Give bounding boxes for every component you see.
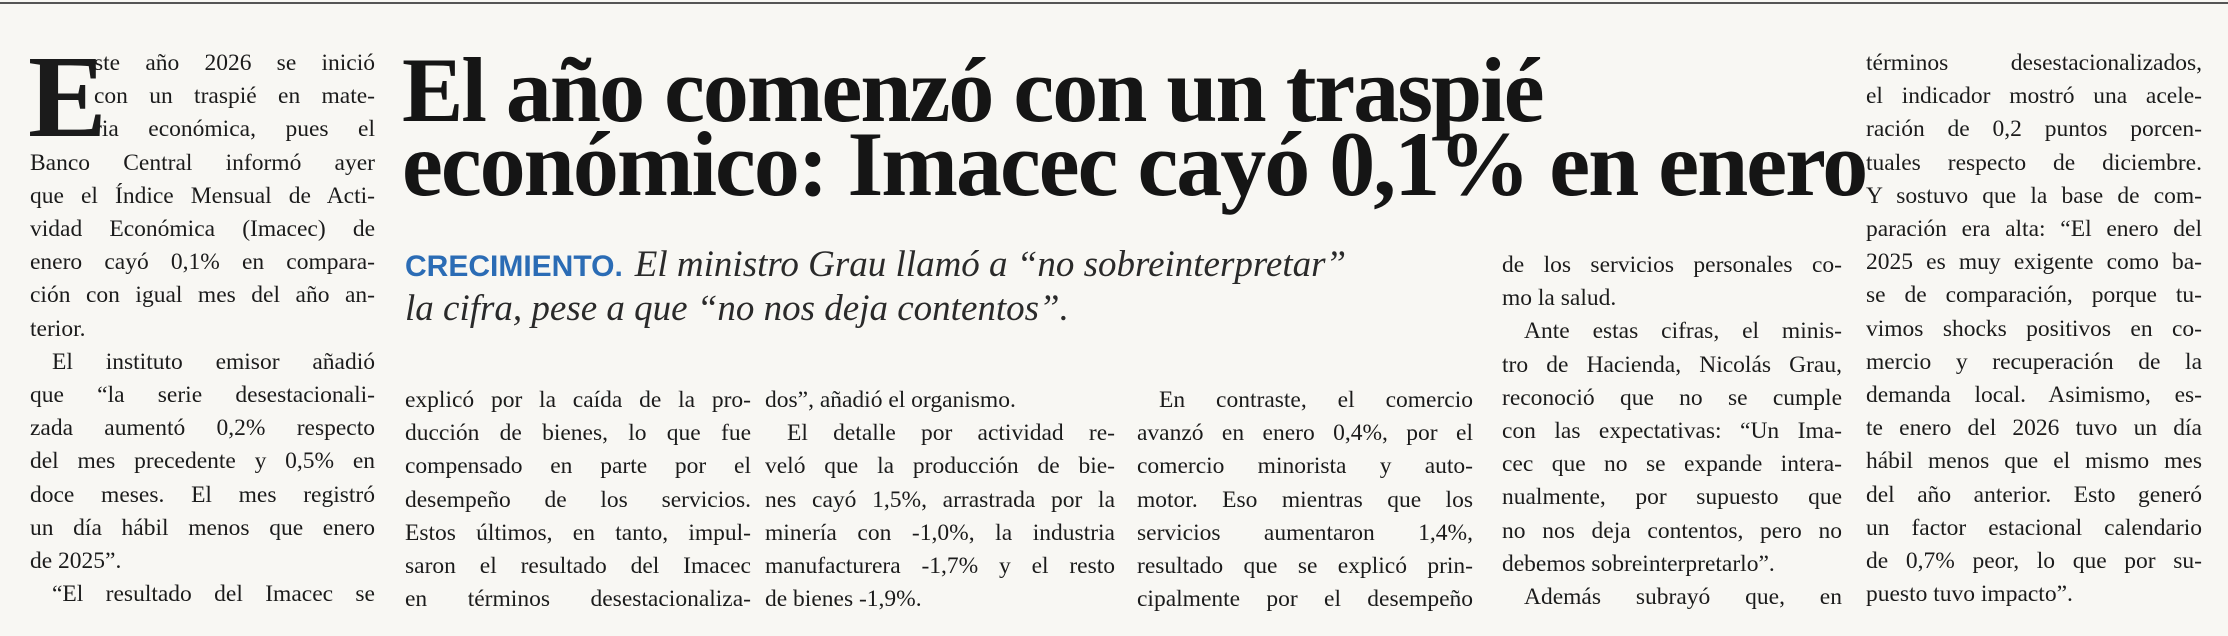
- body-text-line: ración de 0,2 puntos porcen-: [1866, 116, 2202, 143]
- body-text-line: compensado en parte por el: [405, 453, 751, 480]
- deck: la cifra, pese a que “no nos deja conten…: [405, 288, 1069, 329]
- body-text-line: explicó por la caída de la pro-: [405, 387, 751, 413]
- body-text-line: cec que no se expande intera-: [1502, 451, 1842, 478]
- body-text-line: debemos sobreinterpretarlo”.: [1502, 550, 1775, 577]
- body-text-line: avanzó en enero 0,4%, por el: [1137, 420, 1473, 447]
- headline: económico: Imacec cayó 0,1% en enero: [402, 113, 1868, 215]
- body-text-line: terior.: [30, 315, 86, 342]
- kicker: CRECIMIENTO.: [405, 250, 623, 283]
- body-text-line: vimos shocks positivos en co-: [1866, 315, 2202, 342]
- body-text-line: de 0,7% peor, lo que por su-: [1866, 548, 2202, 574]
- body-text-line: con un traspié en mate-: [94, 83, 375, 110]
- body-text-line: Ante estas cifras, el minis-: [1524, 318, 1842, 345]
- body-text-line: mo la salud.: [1502, 285, 1617, 312]
- body-text-line: nes cayó 1,5%, arrastrada por la: [765, 486, 1115, 513]
- drop-cap: E: [28, 31, 107, 162]
- body-text-line: se de comparación, porque tu-: [1866, 282, 2202, 309]
- body-text-line: un factor estacional calendario: [1866, 514, 2202, 541]
- deck: El ministro Grau llamó a “no sobreinterp…: [634, 244, 1347, 285]
- body-text-line: demanda local. Asimismo, es-: [1866, 382, 2202, 408]
- body-text-line: reconoció que no se cumple: [1502, 384, 1842, 411]
- body-text-line: 2025 es muy exigente como ba-: [1866, 249, 2202, 276]
- body-text-line: El instituto emisor añadió: [52, 348, 375, 375]
- top-rule: [0, 2, 2228, 4]
- body-text-line: te enero del 2026 tuvo un día: [1866, 415, 2202, 442]
- body-text-line: “El resultado del Imacec se: [52, 581, 375, 608]
- body-text-line: minería con -1,0%, la industria: [765, 519, 1115, 546]
- body-text-line: tro de Hacienda, Nicolás Grau,: [1502, 351, 1842, 378]
- body-text-line: tuales respecto de diciembre.: [1866, 149, 2202, 176]
- body-text-line: de 2025”.: [30, 548, 122, 574]
- body-text-line: Y sostuvo que la base de com-: [1866, 182, 2202, 209]
- body-text-line: dos”, añadió el organismo.: [765, 387, 1016, 413]
- body-text-line: que el Índice Mensual de Acti-: [30, 182, 375, 209]
- body-text-line: del mes precedente y 0,5% en: [30, 448, 375, 475]
- body-text-line: motor. Eso mientras que los: [1137, 486, 1473, 513]
- body-text-line: enero cayó 0,1% en compara-: [30, 249, 375, 276]
- body-text-line: Además subrayó que, en: [1524, 584, 1842, 610]
- body-text-line: doce meses. El mes registró: [30, 481, 375, 508]
- body-text-line: el indicador mostró una acele-: [1866, 83, 2202, 110]
- body-text-line: vidad Económica (Imacec) de: [30, 216, 375, 242]
- body-text-line: que “la serie desestacionali-: [30, 382, 375, 408]
- body-text-line: términos desestacionalizados,: [1866, 50, 2202, 76]
- body-text-line: de los servicios personales co-: [1502, 252, 1842, 278]
- body-text-line: paración era alta: “El enero del: [1866, 216, 2202, 242]
- body-text-line: resultado que se explicó prin-: [1137, 553, 1473, 579]
- headline: El año comenzó con un traspié: [402, 39, 1545, 141]
- body-text-line: comercio minorista y auto-: [1137, 453, 1473, 480]
- body-text-line: veló que la producción de bie-: [765, 453, 1115, 480]
- body-text-line: mercio y recuperación de la: [1866, 348, 2202, 375]
- body-text-line: manufacturera -1,7% y el resto: [765, 553, 1115, 579]
- body-text-line: zada aumentó 0,2% respecto: [30, 415, 375, 442]
- body-text-line: El detalle por actividad re-: [787, 420, 1115, 447]
- body-text-line: servicios aumentaron 1,4%,: [1137, 519, 1473, 546]
- body-text-line: en términos desestacionaliza-: [405, 586, 751, 613]
- lead-line: la cifra, pese a que “no nos deja conten…: [405, 290, 1069, 327]
- body-text-line: ria económica, pues el: [94, 116, 375, 143]
- body-text-line: desempeño de los servicios.: [405, 486, 751, 513]
- body-text-line: hábil menos que el mismo mes: [1866, 448, 2202, 475]
- body-text-line: En contraste, el comercio: [1159, 387, 1473, 413]
- body-text-line: un día hábil menos que enero: [30, 514, 375, 541]
- body-text-line: con las expectativas: “Un Ima-: [1502, 418, 1842, 444]
- body-text-line: ducción de bienes, lo que fue: [405, 420, 751, 447]
- body-text-line: no nos deja contentos, pero no: [1502, 517, 1842, 544]
- body-text-line: cipalmente por el desempeño: [1137, 586, 1473, 613]
- body-text-line: ste año 2026 se inició: [94, 50, 375, 76]
- body-text-line: nualmente, por supuesto que: [1502, 484, 1842, 511]
- lead-line: CRECIMIENTO. El ministro Grau llamó a “no…: [405, 246, 1346, 283]
- body-text-line: del año anterior. Esto generó: [1866, 481, 2202, 508]
- body-text-line: puesto tuvo impacto”.: [1866, 581, 2073, 608]
- body-text-line: saron el resultado del Imacec: [405, 553, 751, 579]
- body-text-line: Banco Central informó ayer: [30, 149, 375, 176]
- body-text-line: ción con igual mes del año an-: [30, 282, 375, 309]
- body-text-line: Estos últimos, en tanto, impul-: [405, 519, 751, 546]
- body-text-line: de bienes -1,9%.: [765, 586, 922, 613]
